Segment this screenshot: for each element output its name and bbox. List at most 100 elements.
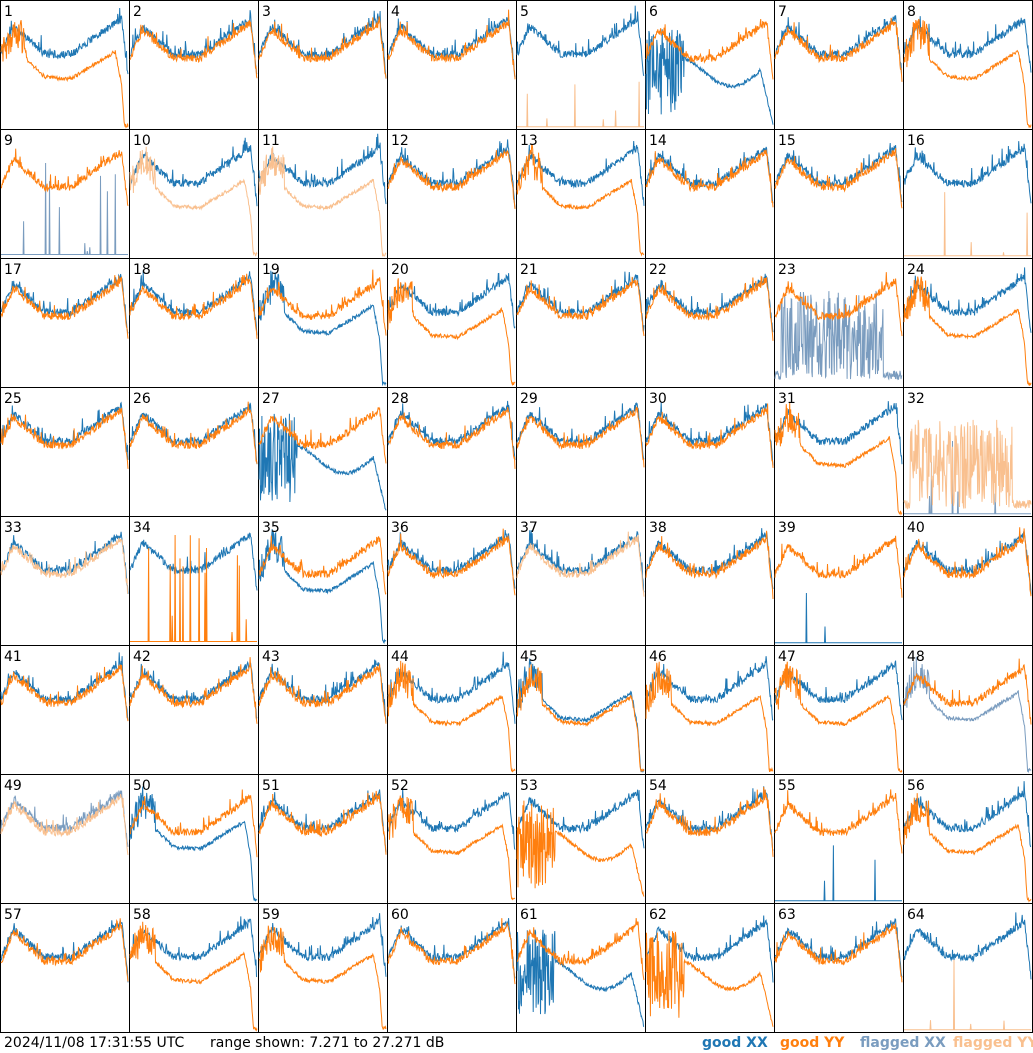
panel-23: 23 bbox=[774, 258, 904, 388]
panel-label: 14 bbox=[649, 133, 667, 149]
series-yy-43 bbox=[258, 664, 387, 724]
series-yy-55 bbox=[774, 789, 903, 854]
panel-label: 61 bbox=[520, 907, 538, 923]
panel-39: 39 bbox=[774, 516, 904, 646]
series-xx-26 bbox=[129, 402, 258, 465]
series-xx-36 bbox=[387, 529, 516, 589]
series-xx-5 bbox=[516, 5, 645, 77]
panel-label: 32 bbox=[907, 391, 925, 407]
series-yy-57 bbox=[0, 918, 129, 982]
series-xx-54 bbox=[645, 786, 774, 851]
panel-57: 57 bbox=[0, 903, 130, 1033]
panel-label: 16 bbox=[907, 133, 925, 149]
panel-51: 51 bbox=[258, 774, 388, 904]
series-yy-41 bbox=[0, 663, 129, 722]
series-yy-44 bbox=[387, 660, 516, 773]
series-yy-26 bbox=[129, 401, 258, 464]
panel-label: 27 bbox=[262, 391, 280, 407]
series-xx-42 bbox=[129, 660, 258, 721]
series-yy-9 bbox=[1, 148, 129, 207]
panel-2: 2 bbox=[129, 0, 259, 130]
series-xx-43 bbox=[258, 659, 387, 723]
panel-label: 4 bbox=[391, 4, 400, 20]
series-xx-49 bbox=[0, 789, 129, 847]
panel-60: 60 bbox=[387, 903, 517, 1033]
panel-label: 7 bbox=[778, 4, 787, 20]
series-yy-58 bbox=[129, 921, 258, 1032]
panel-label: 1 bbox=[4, 4, 13, 20]
series-yy-12 bbox=[387, 149, 516, 209]
series-yy-23 bbox=[774, 272, 903, 337]
panel-frame bbox=[387, 0, 517, 130]
panel-label: 17 bbox=[4, 262, 22, 278]
legend-flagged-xx: flagged XX bbox=[860, 1035, 946, 1051]
series-yy-7 bbox=[774, 17, 903, 82]
timestamp: 2024/11/08 17:31:55 UTC bbox=[4, 1035, 185, 1051]
panel-label: 57 bbox=[4, 907, 22, 923]
panel-label: 58 bbox=[133, 907, 151, 923]
series-yy-35 bbox=[258, 535, 387, 595]
panel-36: 36 bbox=[387, 516, 517, 646]
panel-15: 15 bbox=[774, 129, 904, 259]
panel-47: 47 bbox=[774, 645, 904, 775]
series-xx-64 bbox=[903, 912, 1032, 980]
panel-42: 42 bbox=[129, 645, 259, 775]
series-yy-4 bbox=[387, 9, 516, 80]
panel-label: 8 bbox=[907, 4, 916, 20]
series-yy-21 bbox=[516, 276, 645, 337]
panel-35: 35 bbox=[258, 516, 388, 646]
panel-38: 38 bbox=[645, 516, 775, 646]
series-xx-15 bbox=[774, 142, 903, 203]
panel-label: 37 bbox=[520, 520, 538, 536]
series-xx-22 bbox=[645, 273, 774, 333]
panel-label: 29 bbox=[520, 391, 538, 407]
panel-label: 56 bbox=[907, 778, 925, 794]
series-yy-29 bbox=[516, 406, 645, 468]
series-yy-46 bbox=[645, 661, 774, 772]
series-yy-3 bbox=[258, 16, 387, 79]
panel-50: 50 bbox=[129, 774, 259, 904]
panel-frame bbox=[903, 0, 1033, 130]
panel-30: 30 bbox=[645, 387, 775, 517]
series-xx-34 bbox=[129, 532, 258, 591]
panel-label: 22 bbox=[649, 262, 667, 278]
series-yy-5 bbox=[517, 81, 644, 128]
panel-37: 37 bbox=[516, 516, 646, 646]
panel-label: 23 bbox=[778, 262, 796, 278]
series-yy-60 bbox=[387, 918, 516, 985]
panel-46: 46 bbox=[645, 645, 775, 775]
panel-label: 60 bbox=[391, 907, 409, 923]
series-yy-51 bbox=[258, 790, 387, 855]
series-yy-39 bbox=[774, 535, 903, 598]
series-xx-25 bbox=[0, 401, 129, 460]
panel-10: 10 bbox=[129, 129, 259, 259]
series-yy-16 bbox=[904, 192, 1031, 257]
series-xx-12 bbox=[387, 139, 516, 209]
panel-frame bbox=[0, 129, 130, 259]
panel-3: 3 bbox=[258, 0, 388, 130]
panel-label: 35 bbox=[262, 520, 280, 536]
series-yy-49 bbox=[0, 794, 129, 856]
panel-16: 16 bbox=[903, 129, 1033, 259]
series-xx-33 bbox=[0, 531, 129, 595]
panel-label: 33 bbox=[4, 520, 22, 536]
panel-label: 62 bbox=[649, 907, 667, 923]
series-xx-16 bbox=[903, 141, 1032, 204]
series-xx-50 bbox=[129, 786, 258, 902]
series-yy-34 bbox=[130, 534, 257, 642]
panel-49: 49 bbox=[0, 774, 130, 904]
series-yy-48 bbox=[903, 658, 1032, 725]
panel-8: 8 bbox=[903, 0, 1033, 130]
panel-label: 2 bbox=[133, 4, 142, 20]
series-yy-53 bbox=[516, 800, 645, 897]
series-yy-47 bbox=[774, 661, 903, 773]
legend-good-xx: good XX bbox=[702, 1035, 768, 1051]
panel-label: 59 bbox=[262, 907, 280, 923]
panel-label: 36 bbox=[391, 520, 409, 536]
series-yy-19 bbox=[258, 269, 387, 336]
legend-flagged-yy: flagged YY bbox=[953, 1035, 1033, 1051]
series-xx-56 bbox=[903, 781, 1032, 848]
panel-label: 45 bbox=[520, 649, 538, 665]
panel-label: 21 bbox=[520, 262, 538, 278]
panel-33: 33 bbox=[0, 516, 130, 646]
